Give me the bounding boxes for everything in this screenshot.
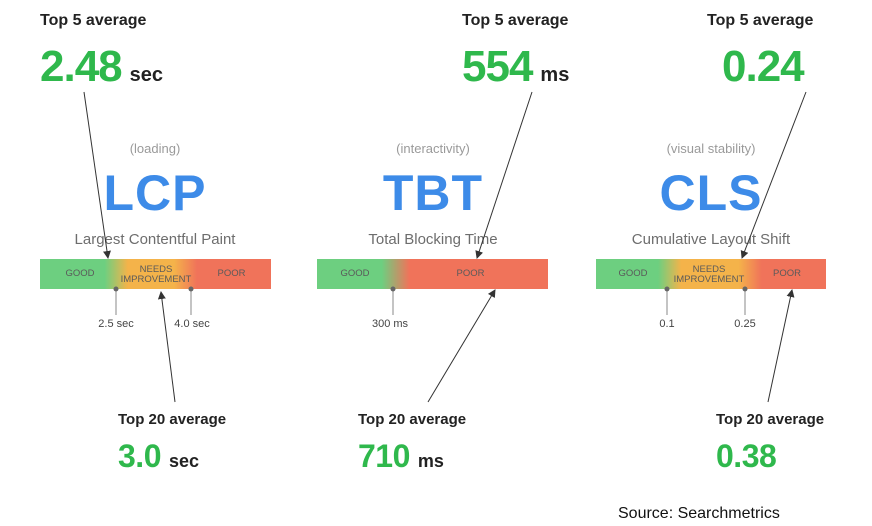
lcp-segment-good: GOOD [65,268,95,280]
lcp-tick-dot-good [113,286,119,292]
tbt-top5-value: 554 ms [462,42,569,92]
tbt-top5-label: Top 5 average [462,12,569,29]
tbt-threshold-bar: GOOD POOR [317,259,548,289]
cls-top20-label: Top 20 average [716,411,825,428]
lcp-acronym: LCP [103,165,207,221]
lcp-top5-value: 2.48 sec [40,42,163,92]
source-credit: Source: Searchmetrics [618,505,780,522]
tbt-segment-good: GOOD [340,268,370,280]
lcp-top20-label: Top 20 average [118,411,227,428]
tbt-top5-pointer [475,91,533,259]
cls-category: (visual stability) [666,141,756,156]
lcp-top20-number: 3.0 [118,438,161,474]
lcp-threshold-good: 2.5 sec [98,318,134,330]
cls-threshold-good: 0.1 [659,318,675,330]
cls-threshold-poor: 0.25 [734,318,756,330]
tbt-top20-label: Top 20 average [358,411,467,428]
cls-top20-value: 0.38 [716,438,777,475]
lcp-top5-pointer [83,91,111,259]
lcp-top5-unit: sec [129,64,164,86]
tbt-top20-pointer [427,289,496,403]
lcp-segment-needs-improvement: NEEDS IMPROVEMENT [120,263,192,285]
tbt-threshold-good: 300 ms [371,318,409,330]
cls-top5-value: 0.24 [722,42,805,92]
tbt-metric-name: Total Blocking Time [368,231,498,248]
tbt-top20-value: 710 ms [358,438,444,475]
cls-tick-dot-good [664,286,670,292]
cls-segment-poor: POOR [773,268,801,280]
cls-segment-needs-improvement: NEEDS IMPROVEMENT [673,263,745,285]
cls-top20-number: 0.38 [716,438,777,474]
tbt-segment-poor: POOR [456,268,485,280]
cls-top5-label: Top 5 average [707,12,814,29]
lcp-top20-value: 3.0 sec [118,438,199,475]
lcp-metric-name: Largest Contentful Paint [74,231,236,248]
tbt-acronym: TBT [382,165,484,221]
tbt-top5-unit: ms [540,64,570,86]
cls-tick-dot-poor [742,286,748,292]
tbt-top5-number: 554 [462,42,533,91]
cls-top20-pointer [767,289,795,403]
tbt-category: (interactivity) [396,141,470,156]
cls-top5-pointer [740,91,807,259]
lcp-segment-poor: POOR [217,268,246,280]
tbt-top20-number: 710 [358,438,410,474]
tbt-top20-unit: ms [417,451,444,471]
cls-segment-good: GOOD [618,268,648,280]
lcp-threshold-bar: GOOD NEEDS IMPROVEMENT POOR [40,259,271,289]
lcp-top20-unit: sec [168,451,200,471]
cls-threshold-bar: GOOD NEEDS IMPROVEMENT POOR [596,259,826,289]
lcp-category: (loading) [129,141,181,156]
lcp-tick-dot-poor [188,286,194,292]
lcp-threshold-poor: 4.0 sec [174,318,210,330]
lcp-top20-pointer [157,291,176,403]
lcp-top5-number: 2.48 [40,42,123,91]
cls-top5-number: 0.24 [722,42,805,91]
lcp-top5-label: Top 5 average [40,12,147,29]
cls-acronym: CLS [659,165,763,221]
tbt-tick-dot-good [390,286,396,292]
